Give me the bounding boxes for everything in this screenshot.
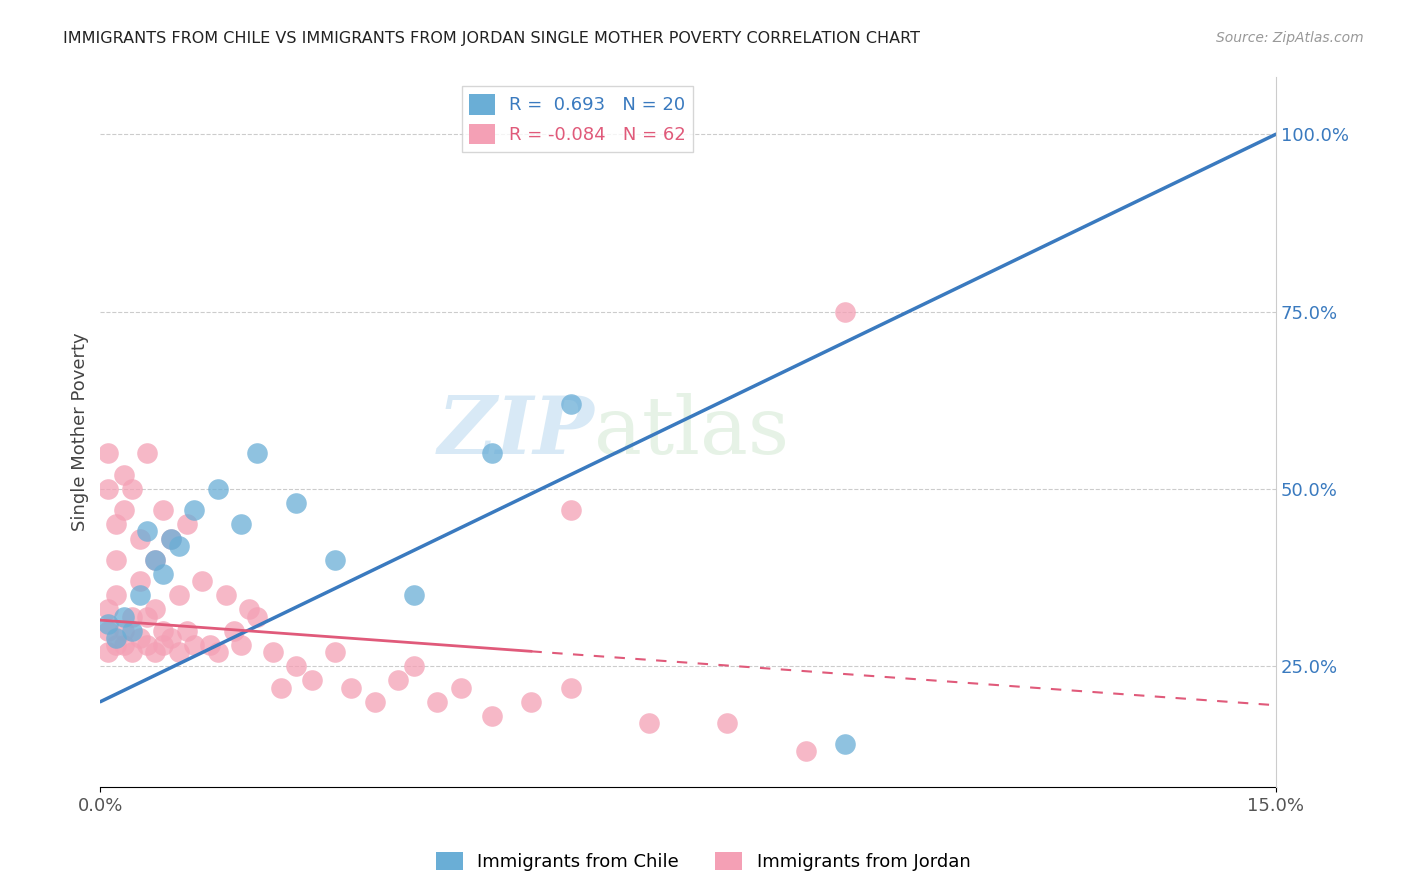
Point <box>97 482 120 496</box>
Point <box>246 446 269 460</box>
Point <box>450 681 472 695</box>
Point <box>834 304 856 318</box>
Point <box>112 638 135 652</box>
Point <box>560 503 582 517</box>
Point <box>285 496 308 510</box>
Point <box>325 645 347 659</box>
Point <box>97 602 120 616</box>
Point <box>222 624 245 638</box>
Point <box>207 482 229 496</box>
Point <box>121 624 143 638</box>
Point <box>143 602 166 616</box>
Point <box>152 503 174 517</box>
Point <box>167 539 190 553</box>
Point <box>136 524 159 539</box>
Point <box>105 631 128 645</box>
Point <box>402 659 425 673</box>
Point <box>231 638 253 652</box>
Point <box>246 609 269 624</box>
Point <box>183 638 205 652</box>
Legend: Immigrants from Chile, Immigrants from Jordan: Immigrants from Chile, Immigrants from J… <box>429 845 977 879</box>
Point <box>426 695 449 709</box>
Point <box>105 588 128 602</box>
Point <box>560 397 582 411</box>
Text: Source: ZipAtlas.com: Source: ZipAtlas.com <box>1216 31 1364 45</box>
Point <box>121 609 143 624</box>
Point <box>262 645 284 659</box>
Point <box>152 567 174 582</box>
Point <box>270 681 292 695</box>
Point <box>638 716 661 731</box>
Point <box>231 517 253 532</box>
Text: ZIP: ZIP <box>437 393 595 471</box>
Point <box>97 616 120 631</box>
Point <box>112 609 135 624</box>
Point <box>183 503 205 517</box>
Point <box>160 631 183 645</box>
Point <box>128 574 150 588</box>
Point <box>152 638 174 652</box>
Point <box>105 517 128 532</box>
Point <box>167 645 190 659</box>
Point <box>143 553 166 567</box>
Point <box>198 638 221 652</box>
Text: IMMIGRANTS FROM CHILE VS IMMIGRANTS FROM JORDAN SINGLE MOTHER POVERTY CORRELATIO: IMMIGRANTS FROM CHILE VS IMMIGRANTS FROM… <box>63 31 921 46</box>
Point <box>152 624 174 638</box>
Point <box>160 532 183 546</box>
Point <box>387 673 409 688</box>
Point <box>481 709 503 723</box>
Point <box>128 588 150 602</box>
Point <box>215 588 238 602</box>
Point <box>402 588 425 602</box>
Point <box>340 681 363 695</box>
Point <box>238 602 260 616</box>
Point <box>176 624 198 638</box>
Point <box>716 716 738 731</box>
Point <box>112 467 135 482</box>
Point <box>520 695 543 709</box>
Point <box>128 631 150 645</box>
Point <box>176 517 198 532</box>
Point <box>363 695 385 709</box>
Point <box>794 744 817 758</box>
Text: atlas: atlas <box>595 393 789 471</box>
Point <box>481 446 503 460</box>
Point <box>560 681 582 695</box>
Point <box>112 624 135 638</box>
Point <box>97 624 120 638</box>
Point <box>167 588 190 602</box>
Point <box>834 737 856 751</box>
Point <box>301 673 323 688</box>
Point <box>191 574 214 588</box>
Point <box>285 659 308 673</box>
Point <box>143 553 166 567</box>
Point <box>112 503 135 517</box>
Point <box>207 645 229 659</box>
Point <box>121 482 143 496</box>
Point <box>105 638 128 652</box>
Point <box>97 446 120 460</box>
Point <box>128 532 150 546</box>
Point <box>136 609 159 624</box>
Point <box>160 532 183 546</box>
Point <box>325 553 347 567</box>
Point <box>136 638 159 652</box>
Point <box>97 645 120 659</box>
Legend: R =  0.693   N = 20, R = -0.084   N = 62: R = 0.693 N = 20, R = -0.084 N = 62 <box>463 87 693 152</box>
Point <box>121 645 143 659</box>
Y-axis label: Single Mother Poverty: Single Mother Poverty <box>72 333 89 532</box>
Point <box>136 446 159 460</box>
Point <box>105 553 128 567</box>
Point <box>143 645 166 659</box>
